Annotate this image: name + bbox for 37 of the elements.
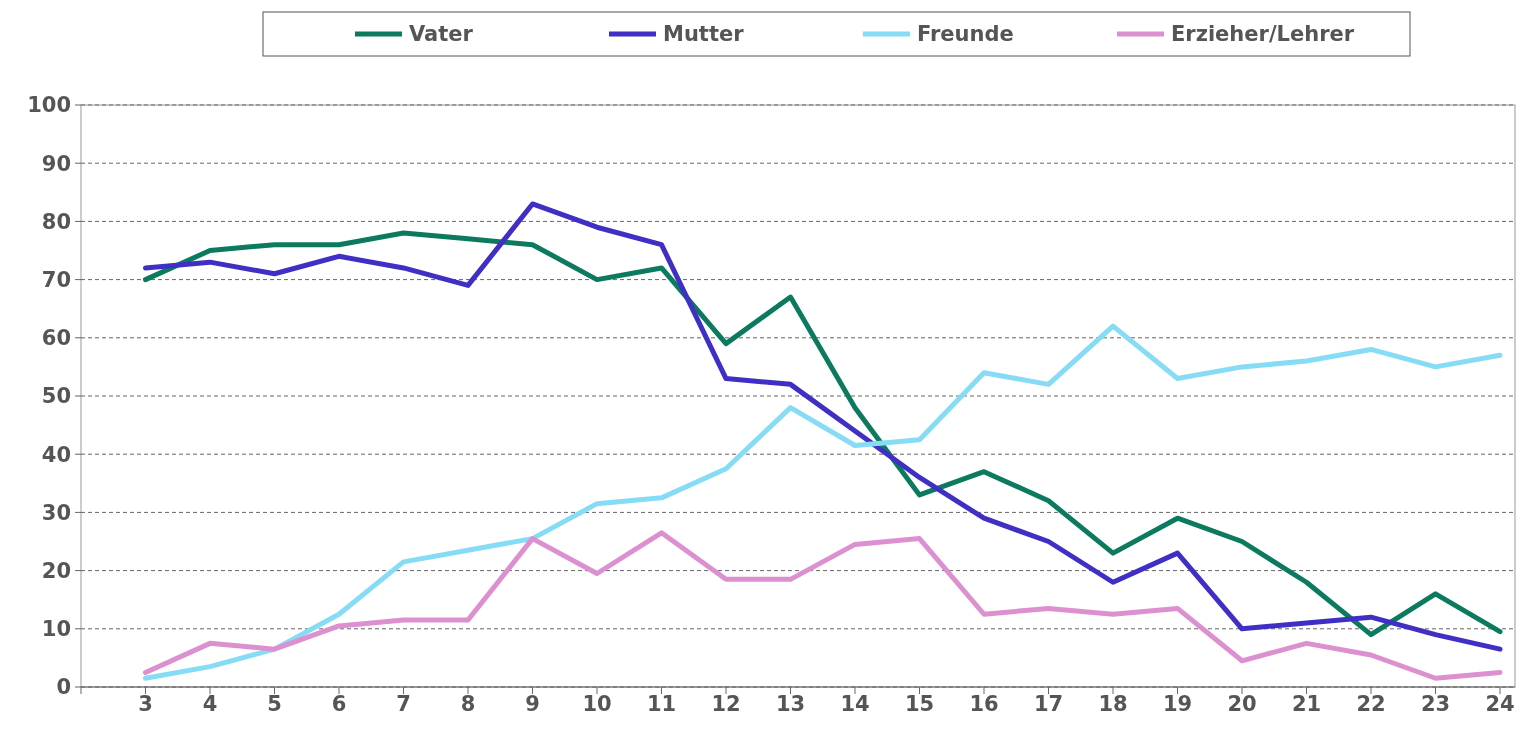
x-tick-label: 23 bbox=[1420, 692, 1451, 716]
y-tick-label: 40 bbox=[41, 442, 71, 467]
legend-label: Vater bbox=[409, 22, 474, 47]
y-tick-label: 80 bbox=[41, 209, 71, 234]
x-tick-label: 21 bbox=[1291, 692, 1322, 716]
x-tick-label: 4 bbox=[202, 692, 218, 716]
x-tick-label: 8 bbox=[460, 692, 476, 716]
x-tick-label: 12 bbox=[711, 692, 741, 716]
legend-label: Mutter bbox=[663, 22, 745, 47]
x-tick-label: 20 bbox=[1227, 692, 1257, 716]
x-tick-label: 9 bbox=[525, 692, 540, 716]
x-tick-label: 5 bbox=[267, 692, 282, 716]
x-tick-label: 16 bbox=[969, 692, 999, 716]
y-tick-label: 50 bbox=[41, 384, 71, 409]
x-tick-label: 13 bbox=[775, 692, 806, 716]
x-tick-label: 11 bbox=[646, 692, 677, 716]
x-tick-label: 3 bbox=[138, 692, 153, 716]
y-tick-label: 90 bbox=[41, 151, 71, 176]
y-tick-label: 20 bbox=[41, 558, 71, 583]
y-tick-label: 70 bbox=[41, 267, 71, 292]
x-tick-label: 24 bbox=[1485, 692, 1515, 716]
legend-label: Erzieher/Lehrer bbox=[1171, 22, 1355, 47]
y-tick-label: 10 bbox=[41, 617, 71, 642]
x-tick-label: 15 bbox=[904, 692, 935, 716]
x-tick-label: 10 bbox=[582, 692, 612, 716]
y-tick-label: 0 bbox=[56, 675, 71, 700]
x-tick-label: 22 bbox=[1356, 692, 1386, 716]
x-tick-label: 6 bbox=[331, 692, 347, 716]
y-tick-label: 100 bbox=[27, 93, 71, 118]
x-tick-label: 19 bbox=[1162, 692, 1193, 716]
y-tick-label: 60 bbox=[41, 326, 71, 351]
y-tick-label: 30 bbox=[41, 500, 71, 525]
x-tick-label: 14 bbox=[840, 692, 870, 716]
x-tick-label: 17 bbox=[1033, 692, 1064, 716]
legend-label: Freunde bbox=[917, 22, 1014, 47]
x-tick-label: 7 bbox=[396, 692, 411, 716]
x-tick-label: 18 bbox=[1098, 692, 1128, 716]
